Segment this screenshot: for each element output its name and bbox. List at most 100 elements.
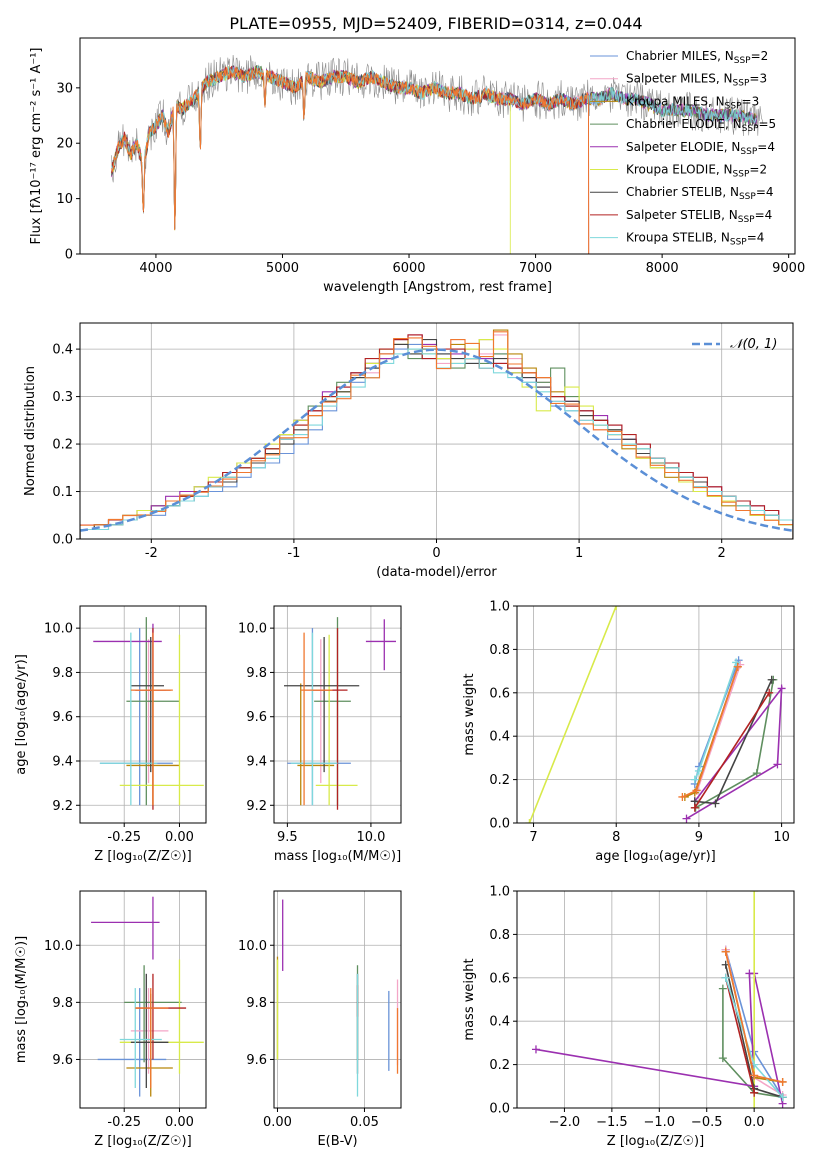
legend-entry-text: Kroupa STELIB, NSSP=4 xyxy=(626,231,764,248)
orange-fit-spectrum-line xyxy=(111,66,590,254)
legend-entry-label: Salpeter STELIB, N xyxy=(626,208,738,222)
y-tick-label: 9.6 xyxy=(246,1053,267,1068)
mass-weight-marker xyxy=(765,688,774,697)
y-axis-label: mass [log₁₀(M/M☉)] xyxy=(14,936,29,1063)
mass-weight-marker xyxy=(778,1077,787,1086)
x-tick-label: -2 xyxy=(145,546,158,561)
x-tick-label: 2 xyxy=(718,546,726,561)
y-tick-label: 9.8 xyxy=(246,996,267,1011)
legend-entry-label: Chabrier MILES, N xyxy=(626,49,734,63)
mass-weight-marker xyxy=(750,891,759,895)
figure-title: PLATE=0955, MJD=52409, FIBERID=0314, z=0… xyxy=(229,14,642,33)
panel-massweight_vs_Z: −2.0 −1.5 −1.0 −0.5 0.0 0.0 0.2 0.4 0.6 0.8 1.0 Z [… xyxy=(462,885,795,1149)
mass-weight-marker xyxy=(718,984,727,993)
y-tick-label: 20 xyxy=(56,137,73,152)
plot-area-massweight_vs_age xyxy=(525,606,786,823)
mass-weight-marker xyxy=(750,1104,759,1108)
legend-entry-text: Chabrier ELODIE, NSSP=5 xyxy=(626,117,776,134)
legend-entry-text: Kroupa MILES, NSSP=3 xyxy=(626,94,759,111)
mass-weight-marker xyxy=(718,1054,727,1063)
y-tick-label: 0.2 xyxy=(52,438,73,453)
plot-area-mass_vs_EBV xyxy=(276,899,399,1097)
axes-frame xyxy=(79,605,207,824)
y-tick-label: 9.8 xyxy=(52,666,73,681)
axes-frame xyxy=(273,605,402,824)
legend-entry-subscript: SSP xyxy=(730,238,747,248)
mass-weight-marker xyxy=(678,792,687,801)
legend-entry-subscript: SSP xyxy=(742,124,759,134)
y-tick-label: 9.8 xyxy=(52,996,73,1011)
plot-area-massweight_vs_Z xyxy=(531,891,787,1108)
legend-entry-suffix: =4 xyxy=(747,231,765,245)
panel-age_vs_Z: -0.25 0.00 9.2 9.4 9.6 9.8 10.0 Z [log₁₀(Z/Z☉)]… xyxy=(14,605,207,864)
mass-weight-marker xyxy=(733,662,742,671)
y-tick-label: 0.1 xyxy=(52,485,73,500)
mass-weight-line xyxy=(694,692,770,809)
mass-weight-line xyxy=(694,679,773,805)
legend-entry-subscript: SSP xyxy=(733,79,750,89)
legend-entry-suffix: =2 xyxy=(749,163,767,177)
x-tick-label: 6000 xyxy=(392,261,425,276)
y-tick-label: 9.2 xyxy=(52,799,73,814)
axes-frame xyxy=(79,37,796,255)
y-tick-label: 0.0 xyxy=(489,817,510,832)
x-axis-label: age [log₁₀(age/yr)] xyxy=(595,849,716,864)
residual-histogram-step-orange xyxy=(80,331,793,526)
mass-weight-marker xyxy=(773,760,782,769)
plot-area-age_vs_Z xyxy=(93,617,204,810)
mass-weight-marker xyxy=(690,803,699,812)
x-axis-label: Z [log₁₀(Z/Z☉)] xyxy=(94,849,191,864)
y-tick-label: 10.0 xyxy=(44,939,73,954)
legend-entry-text: Salpeter STELIB, NSSP=4 xyxy=(626,208,772,225)
x-tick-label: 5000 xyxy=(266,261,299,276)
legend-entry-subscript: SSP xyxy=(738,215,755,225)
mass-weight-marker xyxy=(750,1071,759,1080)
x-tick-label: 7 xyxy=(529,830,537,845)
y-tick-label: 10.0 xyxy=(238,939,267,954)
y-tick-label: 0.3 xyxy=(52,390,73,405)
y-axis-label: Flux [fλ10⁻¹⁷ erg cm⁻² s⁻¹ A⁻¹] xyxy=(29,48,44,245)
x-tick-label: 9000 xyxy=(772,261,805,276)
model-spectrum-line xyxy=(111,65,758,230)
legend-entry-label: Chabrier STELIB, N xyxy=(626,185,739,199)
mass-weight-line xyxy=(686,685,783,820)
legend-entry-text: Chabrier MILES, NSSP=2 xyxy=(626,49,768,66)
legend-entry-suffix: =3 xyxy=(742,94,760,108)
panel-massweight_vs_age: 7 8 9 10 0.0 0.2 0.4 0.6 0.8 1.0 age [log₁₀(age/yr… xyxy=(462,600,795,864)
legend-entry-subscript: SSP xyxy=(739,192,756,202)
x-tick-label: −1.0 xyxy=(644,1115,676,1130)
x-axis-label: (data-model)/error xyxy=(376,565,497,580)
y-axis-label: age [log₁₀(age/yr)] xyxy=(14,654,29,775)
y-tick-label: 10.0 xyxy=(238,622,267,637)
x-tick-label: 0 xyxy=(432,546,440,561)
x-tick-label: 4000 xyxy=(139,261,172,276)
mass-weight-marker xyxy=(690,775,699,784)
legend-entry-suffix: =4 xyxy=(756,185,774,199)
plot-area-age_vs_mass xyxy=(284,617,396,810)
mass-weight-line xyxy=(722,988,783,1098)
mass-weight-marker xyxy=(525,819,534,823)
x-axis-label: wavelength [Angstrom, rest frame] xyxy=(323,280,552,295)
plot-area-residual_hist xyxy=(80,329,793,539)
legend-entry-suffix: =5 xyxy=(758,117,776,131)
legend-entry-label: Kroupa STELIB, N xyxy=(626,231,730,245)
mass-weight-marker xyxy=(682,814,691,823)
legend-entry-suffix: =3 xyxy=(749,72,767,86)
y-tick-label: 0.6 xyxy=(489,686,510,701)
legend-entry-subscript: SSP xyxy=(733,170,750,180)
axes-frame xyxy=(273,890,402,1109)
panel-spectrum: 4000 5000 6000 7000 8000 9000 0 10 20 30 wavelengt… xyxy=(29,37,805,295)
mass-weight-marker xyxy=(767,675,776,684)
x-tick-label: 0.00 xyxy=(263,1115,292,1130)
mass-weight-marker xyxy=(752,769,761,778)
model-spectrum-line xyxy=(111,65,590,254)
y-tick-label: 0.0 xyxy=(489,1102,510,1117)
legend-entry-text: Salpeter MILES, NSSP=3 xyxy=(626,72,767,89)
axes-frame xyxy=(516,605,795,824)
legend-entry-label: Salpeter MILES, N xyxy=(626,72,733,86)
legend-entry-suffix: =4 xyxy=(757,140,775,154)
y-tick-label: 9.6 xyxy=(52,1053,73,1068)
x-tick-label: 0.00 xyxy=(165,830,194,845)
legend-entry-text: Chabrier STELIB, NSSP=4 xyxy=(626,185,774,202)
y-tick-label: 0.6 xyxy=(489,971,510,986)
